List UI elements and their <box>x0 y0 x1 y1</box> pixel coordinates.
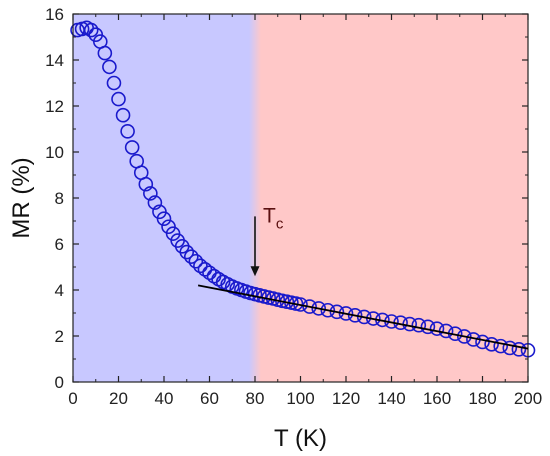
y-axis-title: MR (%) <box>8 157 35 238</box>
axis-labels: T (K) MR (%) <box>8 157 327 452</box>
ticks: 0 20 40 60 80 100 120 140 160 180 200 0 2 4 6 8 10 12 14 16 <box>45 5 542 408</box>
data-point <box>97 45 113 61</box>
data-point <box>329 304 345 320</box>
data-point <box>429 321 445 336</box>
region-low-temperature <box>73 14 249 382</box>
data-point <box>188 253 204 269</box>
data-point <box>138 176 154 192</box>
x-tick-label: 200 <box>514 389 542 408</box>
x-tick-label: 140 <box>377 389 405 408</box>
data-point <box>420 319 436 335</box>
data-point <box>179 244 195 260</box>
data-point <box>124 140 140 155</box>
data-point <box>302 299 317 314</box>
data-point <box>311 301 327 316</box>
x-axis-title: T (K) <box>274 425 327 452</box>
x-tick-label: 120 <box>332 389 360 408</box>
y-tick-label: 14 <box>45 51 64 70</box>
data-point <box>193 258 208 274</box>
x-tick-label: 0 <box>68 389 77 408</box>
data-point <box>111 91 126 107</box>
data-point <box>143 186 158 201</box>
data-point <box>83 22 99 38</box>
data-point <box>456 329 472 344</box>
data-point <box>502 340 518 356</box>
x-tick-label: 100 <box>286 389 314 408</box>
tc-label-subscript: c <box>276 215 284 232</box>
data-point <box>411 317 427 333</box>
region-boundary-blend <box>249 14 261 382</box>
y-tick-label: 8 <box>55 189 64 208</box>
y-tick-label: 4 <box>55 281 64 300</box>
tc-arrow-head <box>250 266 260 277</box>
data-point <box>115 107 131 123</box>
y-tick-label: 12 <box>45 97 64 116</box>
data-point <box>484 336 499 352</box>
y-tick-label: 6 <box>55 235 64 254</box>
y-tick-label: 10 <box>45 143 64 162</box>
data-point <box>156 211 172 226</box>
data-point <box>511 342 527 357</box>
x-tick-label: 180 <box>468 389 496 408</box>
x-tick-label: 160 <box>423 389 451 408</box>
x-tick-label: 60 <box>200 389 219 408</box>
data-point <box>338 306 354 321</box>
data-point <box>197 261 213 277</box>
data-point <box>347 307 363 323</box>
data-point <box>493 338 509 354</box>
y-tick-label: 2 <box>55 327 64 346</box>
shaded-regions <box>73 14 528 382</box>
x-tick-label: 20 <box>109 389 128 408</box>
data-point <box>106 75 122 91</box>
y-tick-label: 16 <box>45 5 64 24</box>
data-point <box>147 195 163 210</box>
data-points <box>70 20 536 358</box>
fit-line <box>197 284 529 350</box>
data-point <box>320 302 336 318</box>
data-point <box>184 249 199 264</box>
y-tick-label: 0 <box>55 373 64 392</box>
x-tick-label: 80 <box>246 389 265 408</box>
x-tick-label: 40 <box>155 389 174 408</box>
linear-fit <box>197 284 529 350</box>
data-point <box>102 59 117 75</box>
data-point <box>120 124 135 139</box>
